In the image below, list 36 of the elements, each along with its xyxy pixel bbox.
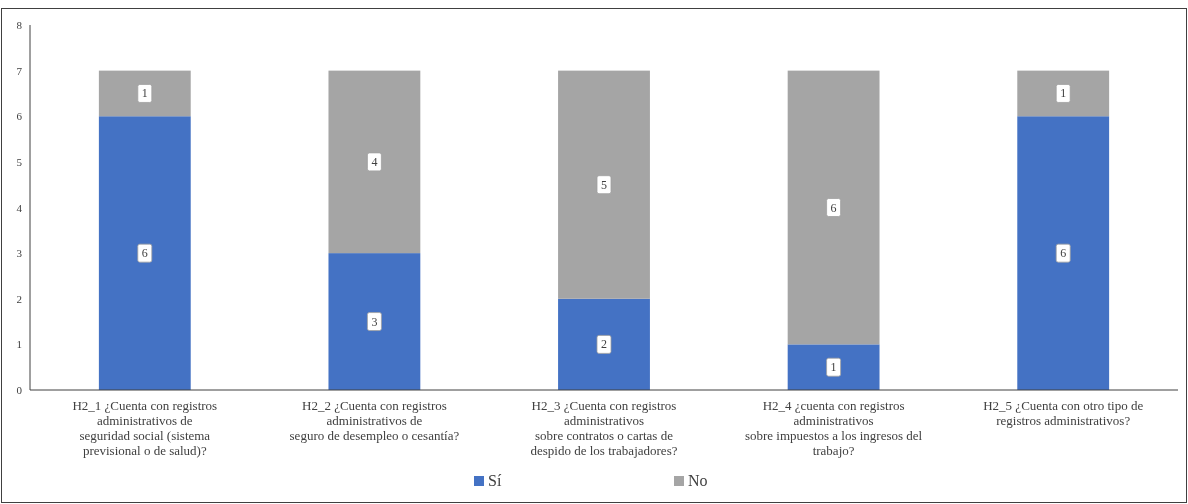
x-tick-label: H2_3 ¿Cuenta con registros administrativos sobre contratos o cartas de despido de los trabajadores? [530, 398, 678, 458]
data-label: 1 [830, 360, 837, 375]
y-tick-label: 7 [16, 64, 23, 77]
data-label: 1 [1060, 86, 1067, 101]
data-label: 3 [371, 314, 378, 329]
y-tick-label: 8 [16, 19, 23, 31]
y-tick-label: 5 [16, 155, 23, 168]
bar [558, 298, 650, 390]
y-tick-label: 3 [16, 247, 23, 260]
data-label: 4 [371, 154, 378, 169]
bar [1017, 116, 1110, 390]
data-label: 5 [601, 177, 607, 192]
x-tick-label: H2_1 ¿Cuenta con registros administrativos de seguridad social (sistema previsional o de salud)? [72, 398, 218, 458]
x-tick-label: H2_4 ¿cuenta con registros administrativos sobre impuestos a los ingresos del trabajo? [744, 398, 923, 458]
y-tick-label: 1 [16, 338, 22, 351]
data-label: 6 [1060, 246, 1067, 261]
x-tick-label: H2_2 ¿Cuenta con registros administrativos de seguro de desempleo o cesantía? [289, 398, 460, 443]
legend-label: Sí [488, 472, 502, 489]
bar [98, 70, 191, 117]
bar [787, 70, 880, 345]
y-tick-label: 6 [16, 110, 23, 123]
bar [328, 253, 421, 390]
data-label: 1 [141, 86, 148, 101]
data-label: 2 [601, 337, 607, 352]
y-tick-label: 0 [16, 384, 23, 396]
bar [787, 344, 880, 390]
y-tick-label: 4 [16, 201, 23, 214]
y-tick-label: 2 [16, 292, 22, 305]
data-label: 6 [141, 246, 148, 261]
legend-label: No [688, 472, 708, 489]
bar [98, 116, 191, 390]
data-label: 6 [830, 200, 837, 215]
bar [328, 70, 421, 254]
x-tick-label: H2_5 ¿Cuenta con otro tipo de registros administrativos? [983, 398, 1144, 428]
bar [1017, 70, 1110, 117]
bar [558, 70, 650, 299]
